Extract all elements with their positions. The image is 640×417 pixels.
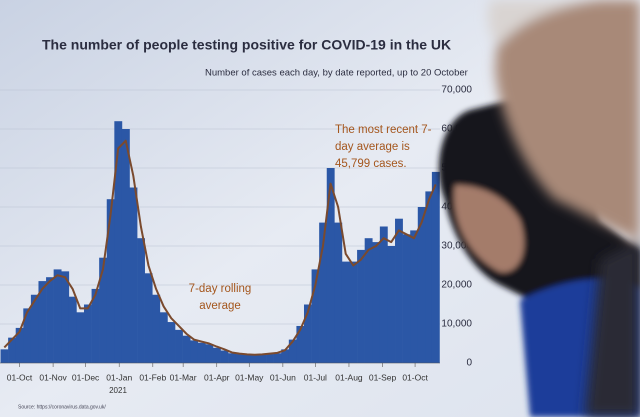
bar (220, 350, 229, 363)
annotation: 7-day rolling (189, 283, 252, 295)
x-tick-label: 01-Jul (304, 372, 327, 382)
annotation: day average is (335, 141, 410, 153)
bar (319, 222, 328, 363)
bar (152, 294, 161, 363)
y-tick-label: 20,000 (441, 280, 472, 291)
chart-subtitle: Number of cases each day, by date report… (205, 68, 468, 79)
bar (387, 246, 396, 363)
x-tick-label: 01-Feb (139, 372, 166, 382)
bar (228, 353, 237, 363)
bar (296, 325, 305, 363)
x-tick-label: 01-Aug (335, 372, 363, 382)
bar (417, 207, 426, 363)
bar (341, 261, 350, 363)
bar (402, 234, 411, 363)
x-tick-label: 01-Oct (7, 372, 33, 382)
bar (83, 304, 92, 363)
bar (106, 199, 115, 363)
year-label: 2021 (109, 386, 127, 395)
person-front (488, 0, 640, 417)
bar (281, 349, 290, 363)
bar (175, 329, 183, 363)
bar (76, 312, 85, 363)
y-tick-label: 30,000 (441, 241, 472, 252)
bar (46, 277, 54, 363)
bar (425, 191, 434, 363)
bar (121, 129, 130, 363)
bar (334, 222, 343, 363)
bar (243, 354, 252, 363)
chart-title: The number of people testing positive fo… (42, 37, 451, 53)
bar (364, 238, 373, 363)
bar (15, 327, 24, 363)
bar (30, 294, 39, 363)
bar (205, 344, 214, 363)
bar (61, 271, 70, 363)
bar (379, 226, 388, 363)
bar (212, 347, 221, 363)
bar (258, 354, 267, 363)
x-tick-label: 01-Mar (170, 372, 197, 382)
bar (326, 168, 335, 363)
bar (129, 187, 138, 363)
bar (431, 171, 440, 363)
bar (288, 339, 297, 363)
bar (197, 342, 206, 363)
bar (372, 242, 381, 363)
bar (8, 337, 17, 363)
rolling-average-line (3, 139, 437, 356)
bar (167, 322, 176, 363)
bar (357, 249, 365, 363)
x-tick-label: 01-Sep (369, 372, 397, 382)
source: Source: https://coronavirus.data.gov.uk/ (18, 404, 106, 410)
bar (395, 218, 403, 363)
bar (190, 340, 199, 363)
bar (53, 269, 62, 363)
bar (266, 354, 274, 363)
bar (137, 238, 145, 363)
y-tick-label: 10,000 (441, 319, 472, 330)
y-tick-label: 70,000 (441, 85, 472, 96)
y-tick-label: 0 (466, 358, 472, 369)
bar (250, 355, 259, 363)
bar (159, 312, 168, 363)
bar (273, 353, 282, 363)
bar (410, 230, 419, 363)
bar (114, 121, 123, 363)
bar (303, 304, 312, 363)
x-tick-label: 01-Apr (204, 372, 230, 382)
bar (23, 308, 32, 363)
bar (235, 354, 244, 363)
bar (349, 261, 358, 363)
bar (144, 273, 153, 363)
x-tick-label: 01-Nov (39, 372, 67, 382)
bar (99, 257, 108, 363)
x-tick-label: 01-Oct (402, 372, 428, 382)
annotation: 45,799 cases. (335, 158, 407, 170)
bar (38, 281, 47, 363)
x-tick-label: 01-Jun (270, 372, 296, 382)
bar (182, 335, 191, 363)
bar (91, 288, 100, 363)
x-tick-label: 01-Jan (106, 372, 132, 382)
x-tick-label: 01-May (235, 372, 264, 382)
bar (68, 296, 77, 363)
x-tick-label: 01-Dec (72, 372, 100, 382)
annotation: The most recent 7- (335, 124, 432, 136)
bar (0, 349, 9, 363)
bar (311, 269, 320, 363)
annotation: average (199, 300, 241, 312)
